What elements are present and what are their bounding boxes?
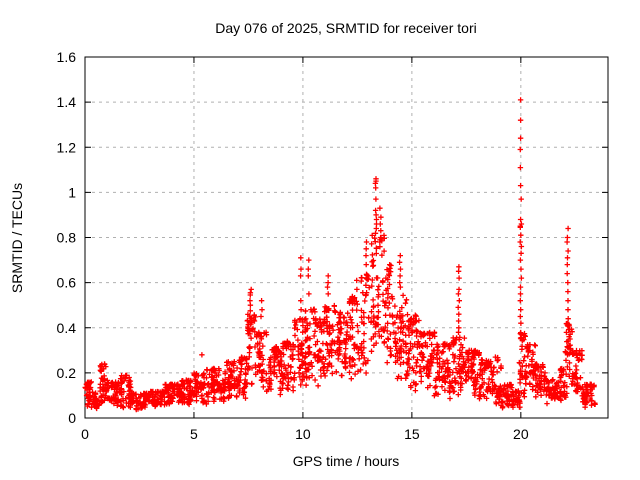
y-axis-label: SRMTID / TECUs <box>9 183 25 293</box>
y-tick-label: 0.2 <box>57 365 77 381</box>
y-tick-label: 0.8 <box>57 230 77 246</box>
y-tick-label: 1 <box>68 184 76 200</box>
x-tick-label: 20 <box>513 426 529 442</box>
y-tick-label: 0.6 <box>57 275 77 291</box>
y-tick-label: 0.4 <box>57 320 77 336</box>
plot-border <box>84 56 609 419</box>
x-tick-label: 0 <box>81 426 89 442</box>
x-tick-label: 15 <box>404 426 420 442</box>
scatter-plus-markers <box>82 97 598 413</box>
data-points <box>82 97 598 413</box>
x-tick-label: 10 <box>295 426 311 442</box>
x-axis-label: GPS time / hours <box>293 453 400 469</box>
chart-title: Day 076 of 2025, SRMTID for receiver tor… <box>215 20 476 36</box>
tick-labels: 0 5 10 15 20 0 0.2 0.4 0.6 0.8 1 1.2 1.4 1.6 <box>57 49 529 442</box>
y-tick-label: 1.6 <box>57 49 77 65</box>
y-tick-label: 1.2 <box>57 139 77 155</box>
x-tick-label: 5 <box>190 426 198 442</box>
y-tick-label: 0 <box>68 410 76 426</box>
y-tick-label: 1.4 <box>57 94 77 110</box>
